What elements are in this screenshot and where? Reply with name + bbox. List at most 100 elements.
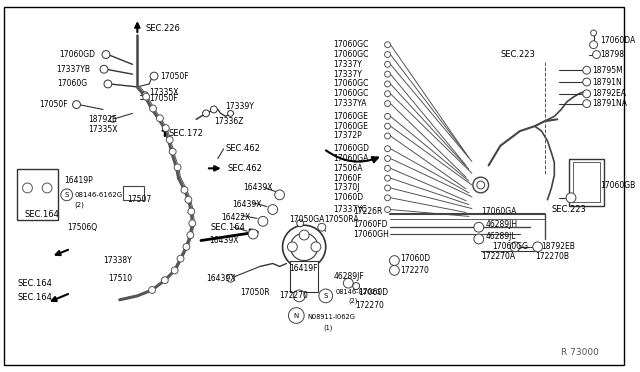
Text: 17338Y: 17338Y — [103, 256, 132, 265]
Text: 18798: 18798 — [600, 50, 625, 59]
Text: SEC.164: SEC.164 — [211, 223, 246, 232]
Text: 17050GA: 17050GA — [289, 215, 325, 224]
Circle shape — [385, 185, 390, 191]
Circle shape — [291, 233, 318, 260]
Circle shape — [385, 175, 390, 181]
Text: 18792EB: 18792EB — [541, 242, 575, 251]
Text: 17050F: 17050F — [160, 72, 189, 81]
Circle shape — [110, 116, 116, 122]
Circle shape — [390, 266, 399, 275]
Text: 17060GC: 17060GC — [333, 40, 369, 49]
Circle shape — [583, 90, 591, 98]
Circle shape — [385, 113, 390, 119]
Circle shape — [583, 66, 591, 74]
Text: SEC.223: SEC.223 — [552, 205, 586, 214]
Circle shape — [589, 41, 598, 49]
Circle shape — [477, 181, 484, 189]
Text: 17050R: 17050R — [241, 288, 270, 298]
Circle shape — [248, 229, 258, 239]
Circle shape — [211, 106, 218, 113]
Text: N08911-I062G: N08911-I062G — [307, 314, 355, 320]
Text: 17337YA: 17337YA — [333, 99, 367, 108]
Circle shape — [593, 51, 600, 58]
Text: 172270: 172270 — [400, 266, 429, 275]
Text: 17510: 17510 — [108, 274, 132, 283]
Circle shape — [203, 110, 209, 117]
Circle shape — [474, 234, 484, 244]
Text: (1): (1) — [324, 324, 333, 331]
Text: 16439X: 16439X — [209, 237, 239, 246]
Circle shape — [157, 115, 163, 122]
Circle shape — [300, 230, 309, 240]
Text: (2): (2) — [348, 298, 358, 304]
Circle shape — [385, 206, 390, 212]
Circle shape — [297, 220, 303, 227]
Text: 17507: 17507 — [127, 195, 152, 204]
Text: 17336Z: 17336Z — [214, 117, 243, 126]
Text: 17335X: 17335X — [88, 125, 118, 134]
Text: 17337YB: 17337YB — [56, 65, 90, 74]
Text: N: N — [294, 312, 299, 318]
Text: 46289JF: 46289JF — [333, 272, 364, 281]
Circle shape — [583, 100, 591, 108]
Text: 17335X: 17335X — [149, 88, 179, 97]
Text: 17060GA: 17060GA — [333, 154, 369, 163]
Text: 17370J: 17370J — [333, 183, 360, 192]
Circle shape — [258, 217, 268, 226]
Text: 17337Y: 17337Y — [333, 60, 362, 69]
Circle shape — [293, 290, 305, 302]
Text: 17506Q: 17506Q — [67, 223, 97, 232]
Text: 18792E: 18792E — [88, 115, 117, 124]
Circle shape — [353, 283, 360, 289]
Circle shape — [385, 42, 390, 48]
Text: 08146-6162G: 08146-6162G — [75, 192, 123, 198]
Text: SEC.164: SEC.164 — [18, 279, 52, 288]
Text: 17060GH: 17060GH — [353, 230, 389, 238]
Text: 17060GC: 17060GC — [333, 80, 369, 89]
Circle shape — [22, 183, 33, 193]
Text: 17060GD: 17060GD — [59, 50, 95, 59]
Text: 17060GB: 17060GB — [600, 180, 636, 189]
Text: 17060D: 17060D — [358, 288, 388, 298]
Text: 16439X: 16439X — [232, 200, 262, 209]
Circle shape — [591, 30, 596, 36]
Bar — [123, 186, 144, 200]
Circle shape — [150, 105, 157, 112]
Text: 17506A: 17506A — [333, 164, 363, 173]
Circle shape — [166, 137, 173, 143]
Circle shape — [566, 193, 576, 203]
Text: 17050F: 17050F — [39, 100, 68, 109]
Text: R 73000: R 73000 — [561, 348, 599, 357]
Text: 17060GD: 17060GD — [333, 144, 369, 153]
Circle shape — [282, 225, 326, 269]
Circle shape — [287, 242, 297, 252]
Text: 17060GG: 17060GG — [493, 242, 529, 251]
Text: 172270B: 172270B — [534, 252, 569, 261]
Circle shape — [163, 125, 169, 132]
Text: 46289JL: 46289JL — [486, 231, 516, 241]
Circle shape — [473, 177, 488, 193]
Text: 16422X: 16422X — [221, 213, 250, 222]
Circle shape — [227, 274, 234, 282]
Circle shape — [150, 72, 158, 80]
Circle shape — [148, 286, 156, 294]
Circle shape — [385, 123, 390, 129]
Circle shape — [532, 242, 543, 252]
Text: S: S — [324, 293, 328, 299]
Text: 17060FD: 17060FD — [353, 220, 388, 229]
Circle shape — [142, 92, 148, 98]
Circle shape — [185, 196, 192, 203]
Circle shape — [228, 110, 234, 116]
Text: 17060GC: 17060GC — [333, 89, 369, 98]
Circle shape — [385, 146, 390, 152]
Circle shape — [61, 189, 72, 201]
Circle shape — [183, 243, 190, 250]
Text: 17337YC: 17337YC — [333, 205, 367, 214]
Circle shape — [385, 91, 390, 97]
Circle shape — [385, 81, 390, 87]
Circle shape — [510, 242, 520, 252]
Bar — [573, 163, 600, 202]
Bar — [291, 260, 318, 292]
Text: 18795M: 18795M — [593, 66, 623, 75]
Circle shape — [188, 208, 195, 215]
